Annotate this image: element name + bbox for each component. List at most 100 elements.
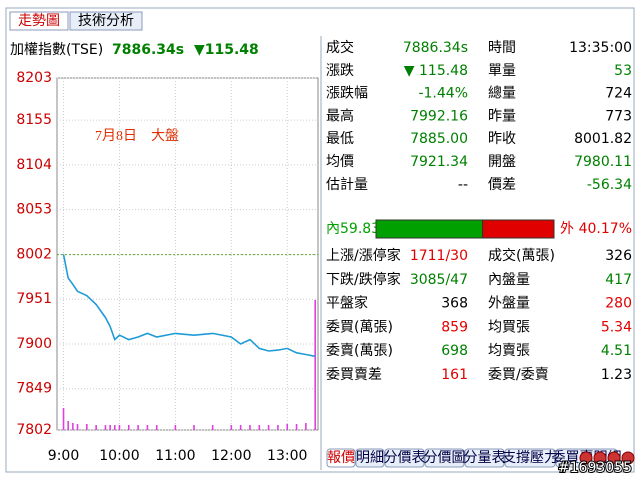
x-tick-label: 12:00 xyxy=(211,448,251,464)
x-tick-label: 9:00 xyxy=(48,448,79,464)
volume-bar xyxy=(118,425,121,430)
ratio-bar xyxy=(481,219,555,239)
field-label: 價差 xyxy=(488,176,516,193)
field-label: 昨量 xyxy=(488,108,516,124)
volume-bar xyxy=(109,425,111,430)
field-label: 昨收 xyxy=(488,131,516,147)
field-value: 698 xyxy=(441,343,468,359)
field-value: 1711/30 xyxy=(410,248,468,264)
index-name: 加權指數(TSE) xyxy=(10,42,103,58)
nav-button[interactable] xyxy=(579,451,593,465)
bottom-tab-label[interactable]: 分價圖 xyxy=(424,449,466,466)
volume-bar xyxy=(258,425,261,430)
field-value: 4.51 xyxy=(601,343,632,359)
bottom-tab[interactable] xyxy=(384,448,425,468)
field-value: 7921.34 xyxy=(410,154,468,170)
field-value: -1.44% xyxy=(418,86,468,102)
bottom-tab-label[interactable]: 分價表 xyxy=(384,449,426,466)
y-tick-label: 7849 xyxy=(16,381,52,397)
x-tick-label: 10:00 xyxy=(99,448,139,464)
field-value: 5.34 xyxy=(601,319,632,335)
field-value: 8001.82 xyxy=(574,131,632,147)
volume-bar xyxy=(277,425,279,430)
bottom-tab[interactable] xyxy=(424,448,465,468)
field-label: 漲跌 xyxy=(326,63,354,79)
volume-bar xyxy=(239,425,242,430)
y-tick-label: 8203 xyxy=(16,70,52,86)
nav-button[interactable] xyxy=(593,451,607,465)
index-change: ▼115.48 xyxy=(194,42,259,58)
bottom-tab[interactable] xyxy=(326,448,356,468)
volume-bar xyxy=(72,423,74,430)
field-label: 委買(萬張) xyxy=(326,319,393,335)
volume-bar xyxy=(286,424,289,430)
volume-bar xyxy=(174,425,177,430)
volume-bar xyxy=(146,425,149,430)
y-tick-label: 7900 xyxy=(16,336,52,352)
field-value: 53 xyxy=(614,63,632,79)
chart-annotation: 7月8日 大盤 xyxy=(95,128,179,144)
field-label: 內盤量 xyxy=(488,272,530,288)
volume-bar xyxy=(137,425,139,430)
field-value: 368 xyxy=(441,296,468,312)
index-price: 7886.34s xyxy=(112,42,184,58)
field-label: 均價 xyxy=(326,153,354,170)
nav-button[interactable] xyxy=(621,451,635,465)
volume-bar xyxy=(230,425,233,430)
field-value: -- xyxy=(458,177,468,193)
bottom-tab-label[interactable]: 明細 xyxy=(356,450,384,466)
nav-button[interactable] xyxy=(607,451,621,465)
y-tick-label: 8002 xyxy=(16,246,52,262)
volume-bar xyxy=(62,408,65,430)
y-tick-label: 8155 xyxy=(16,112,52,128)
volume-bar xyxy=(127,425,130,430)
y-tick-label: 8053 xyxy=(16,202,52,218)
field-label: 開盤 xyxy=(488,154,516,170)
bottom-tab-label[interactable]: 分量表 xyxy=(464,450,506,466)
bottom-tab-label[interactable]: 支撐壓力 xyxy=(502,450,558,466)
field-label: 成交 xyxy=(326,39,354,56)
field-label: 最高 xyxy=(326,107,354,124)
field-label: 委賣(萬張) xyxy=(326,343,393,359)
field-label: 單量 xyxy=(488,63,516,79)
field-label: 時間 xyxy=(488,40,516,56)
volume-bar xyxy=(86,424,88,430)
volume-bar xyxy=(155,425,158,430)
field-value: 724 xyxy=(605,86,632,102)
ratio-bar xyxy=(375,219,483,239)
tab-label[interactable]: 技術分析 xyxy=(78,13,134,29)
volume-bar xyxy=(76,424,79,430)
field-label: 下跌/跌停家 xyxy=(326,271,401,288)
y-tick-label: 7802 xyxy=(16,422,52,438)
field-label: 成交(萬張) xyxy=(488,247,555,264)
tab[interactable] xyxy=(69,11,143,31)
tab-label[interactable]: 走勢圖 xyxy=(18,13,60,29)
bottom-tab-label[interactable]: 報價 xyxy=(327,449,355,466)
y-tick-label: 8104 xyxy=(16,157,52,173)
field-label: 總量 xyxy=(488,85,516,102)
field-value: ▼ 115.48 xyxy=(404,63,468,79)
field-label: 估計量 xyxy=(326,177,368,193)
field-label: 委買/委賣 xyxy=(488,367,549,383)
bottom-tab[interactable] xyxy=(464,448,505,468)
field-label: 最低 xyxy=(326,131,354,147)
watermark: #1693055 xyxy=(558,460,632,476)
volume-bar xyxy=(193,425,195,430)
bottom-tab[interactable] xyxy=(504,448,556,468)
field-value: 773 xyxy=(605,108,632,124)
tab[interactable] xyxy=(9,11,69,31)
bottom-tab[interactable] xyxy=(355,448,385,468)
plot-area xyxy=(56,77,319,431)
volume-bar xyxy=(67,421,69,430)
field-label: 上漲/漲停家 xyxy=(326,247,401,264)
field-value: 7886.34s xyxy=(403,40,468,56)
field-value: 13:35:00 xyxy=(569,40,632,56)
field-label: 外盤量 xyxy=(488,296,530,312)
field-value: 7992.16 xyxy=(410,108,468,124)
volume-bar xyxy=(249,425,251,430)
field-value: 417 xyxy=(605,272,632,288)
y-tick-label: 7951 xyxy=(16,291,52,307)
field-value: 3085/47 xyxy=(410,272,468,288)
field-value: 280 xyxy=(605,296,632,312)
